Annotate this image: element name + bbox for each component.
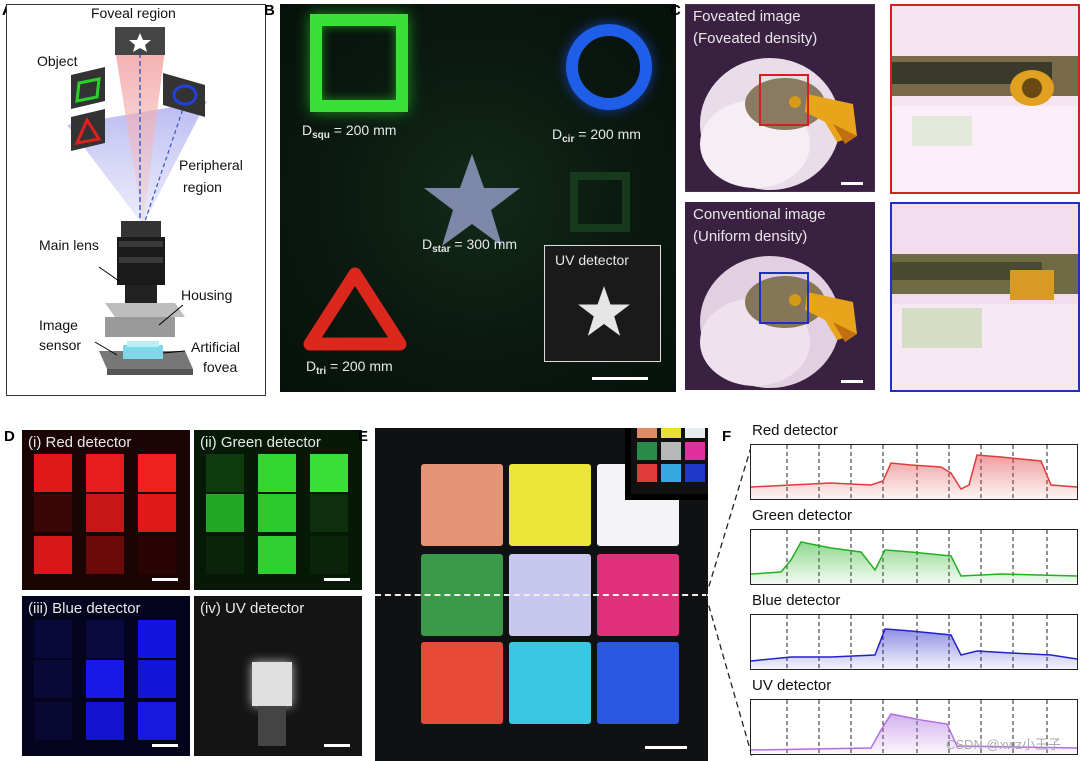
f-blue-title: Blue detector (752, 592, 841, 609)
green-detector-label: (ii) Green detector (200, 434, 321, 451)
panel-c-images: Foveated image (Foveated density) Conven… (685, 4, 1080, 396)
uv-profile (750, 700, 1078, 754)
uv-star-icon (578, 286, 630, 336)
label-image-sensor-2: sensor (39, 337, 82, 353)
d-star-main: D (422, 236, 433, 252)
conventional-zoom-image (890, 202, 1080, 392)
scan-line (375, 594, 708, 596)
schematic-diagram (67, 27, 207, 375)
f-green-plot (750, 529, 1078, 585)
d-squ-main: D (302, 122, 313, 138)
d-squ-sub: squ (312, 130, 330, 141)
d-tri-sub: tri (316, 366, 327, 377)
scale-bar-c1 (841, 182, 863, 185)
d-squ-val: = 200 mm (329, 122, 397, 138)
panel-b-image: Dsqu = 200 mm Dcir = 200 mm Dstar = 300 … (280, 4, 676, 392)
uv-detector-inset-label: UV detector (555, 252, 629, 268)
conventional-zoom-illustration (892, 204, 1078, 390)
d-tri-main: D (306, 358, 317, 374)
conventional-eagle-image: Conventional image (Uniform density) (685, 202, 875, 390)
scale-bar-e (645, 746, 687, 749)
foveated-eagle-image: Foveated image (Foveated density) (685, 4, 875, 192)
f-uv-plot (750, 699, 1078, 755)
d-star-val: = 300 mm (450, 236, 518, 252)
scale-bar-b (592, 377, 648, 380)
label-artificial-fovea-1: Artificial (191, 339, 241, 355)
connector-lines (706, 443, 753, 757)
label-d-tri: Dtri = 200 mm (306, 358, 393, 377)
blue-detector-label: (iii) Blue detector (28, 600, 141, 617)
panel-a-schematic: Foveal region Object Peripheral region M… (6, 4, 266, 396)
blue-profile (750, 615, 1078, 669)
green-square-object (310, 14, 408, 112)
eagle-illustration-conventional (685, 202, 875, 390)
scale-bar-c2 (841, 380, 863, 383)
blue-detector-image: (iii) Blue detector (22, 596, 190, 756)
label-peripheral-1: Peripheral (179, 157, 243, 173)
f-uv-title: UV detector (752, 677, 832, 694)
red-triangle-object (303, 267, 407, 351)
label-d-star: Dstar = 300 mm (422, 236, 517, 255)
d-cir-val: = 200 mm (574, 126, 641, 142)
foveated-label-1: Foveated image (693, 8, 801, 25)
conventional-region-box (759, 272, 809, 324)
d-cir-main: D (552, 126, 563, 142)
conventional-label-1: Conventional image (693, 206, 826, 223)
label-image-sensor-1: Image (39, 317, 78, 333)
uv-detector-label: (iv) UV detector (200, 600, 305, 617)
scale-bar-d4 (324, 744, 350, 747)
label-artificial-fovea-2: fovea (203, 359, 238, 375)
reference-palette (625, 428, 708, 500)
green-profile (750, 530, 1078, 584)
foveated-region-box (759, 74, 809, 126)
label-foveal-region: Foveal region (91, 5, 176, 21)
scale-bar-d3 (152, 744, 178, 747)
label-main-lens: Main lens (39, 237, 99, 253)
star-object (424, 154, 520, 246)
label-housing: Housing (181, 287, 233, 303)
d-cir-sub: cir (562, 134, 575, 145)
d-star-sub: star (432, 244, 451, 255)
foveated-label-2: (Foveated density) (693, 30, 818, 47)
red-profile (750, 445, 1078, 499)
uv-detector-image: (iv) UV detector (194, 596, 362, 756)
panel-d-letter: D (4, 428, 15, 445)
panel-e-letter: E (358, 428, 369, 445)
f-blue-plot (750, 614, 1078, 670)
label-object: Object (37, 53, 78, 69)
label-peripheral-2: region (183, 179, 222, 195)
watermark: CSDN @xwz小王子 (946, 737, 1062, 752)
f-red-plot (750, 444, 1078, 500)
foveated-zoom-illustration (892, 6, 1078, 192)
label-d-cir: Dcir = 200 mm (552, 126, 641, 145)
uv-detector-inset: UV detector (544, 245, 661, 362)
faint-square-object (570, 172, 630, 232)
green-detector-image: (ii) Green detector (194, 430, 362, 590)
panel-f-letter: F (722, 428, 732, 445)
panel-e-color-checker-image (375, 428, 708, 761)
label-d-squ: Dsqu = 200 mm (302, 122, 396, 141)
panel-b-letter: B (264, 2, 275, 19)
foveated-zoom-image (890, 4, 1080, 194)
red-detector-image: (i) Red detector (22, 430, 190, 590)
f-green-title: Green detector (752, 507, 853, 524)
conventional-label-2: (Uniform density) (693, 228, 808, 245)
scale-bar-d1 (152, 578, 178, 581)
red-detector-label: (i) Red detector (28, 434, 132, 451)
f-red-title: Red detector (752, 422, 838, 439)
panel-c-letter: C (670, 2, 681, 19)
scale-bar-d2 (324, 578, 350, 581)
d-tri-val: = 200 mm (326, 358, 393, 374)
blue-circle-object (566, 24, 652, 110)
